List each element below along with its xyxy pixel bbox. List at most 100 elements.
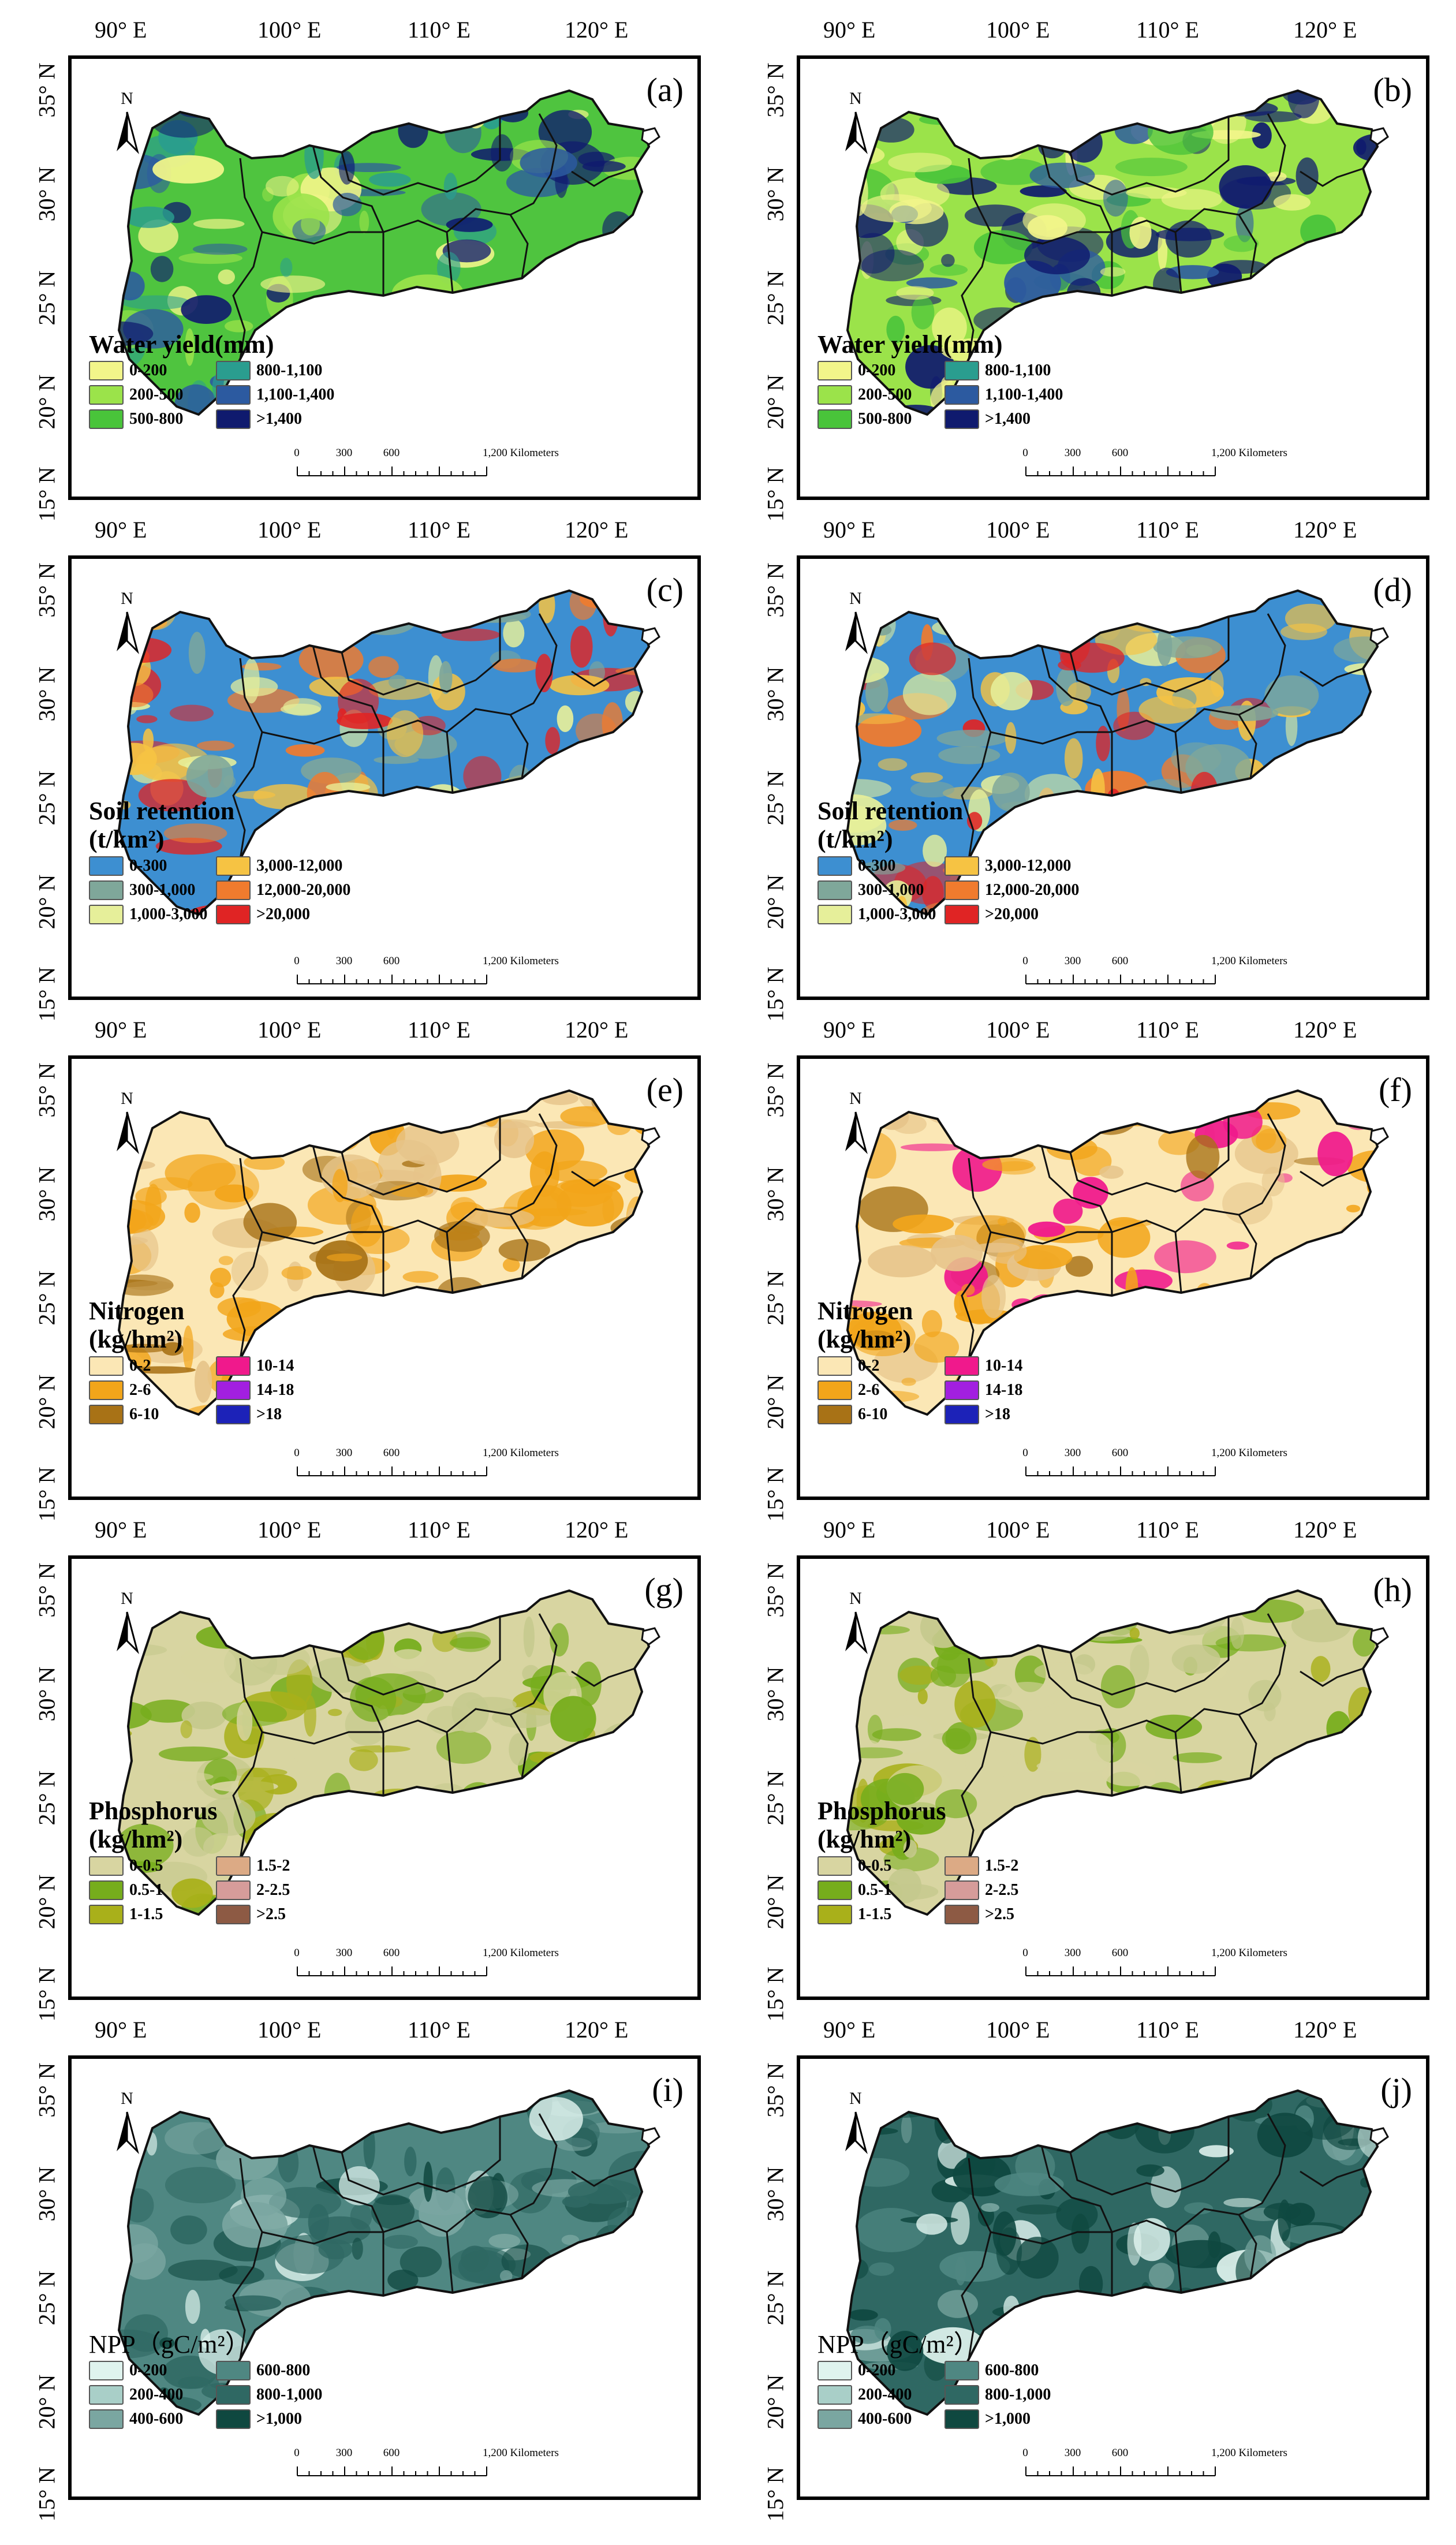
legend-item-label: 0-200 — [129, 361, 167, 380]
legend-item: 14-18 — [216, 1380, 360, 1400]
lake — [641, 127, 660, 145]
basin-map-j — [846, 2089, 1389, 2416]
longitude-tick: 110° E — [408, 1017, 471, 1043]
scale-label: 0 — [294, 2447, 300, 2459]
legend-item: 0-0.5 — [89, 1856, 210, 1876]
legend-items: 0-200 800-1,100 200-500 1,100-1,400 500-800 >… — [89, 361, 360, 430]
north-arrow: N — [110, 2088, 144, 2174]
province-boundary — [1175, 2113, 1286, 2233]
scale-bar-graphic — [297, 1966, 487, 1976]
scale-label: 600 — [383, 447, 400, 459]
scale-label: 600 — [383, 1447, 400, 1459]
scale-bar: 0 300 600 1,200 Kilometers — [1022, 1947, 1287, 1981]
legend-item-label: 14-18 — [256, 1380, 294, 1399]
scale-bar-graphic — [297, 467, 487, 476]
legend-swatch — [817, 856, 852, 876]
province-boundary — [1069, 1617, 1230, 1696]
province-boundary — [1111, 1219, 1182, 1293]
province-boundary — [1238, 2214, 1257, 2279]
latitude-tick: 30° N — [33, 1166, 60, 1222]
latitude-tick: 15° N — [33, 1466, 60, 1522]
province-boundary — [1300, 2167, 1364, 2187]
longitude-tick: 120° E — [1293, 17, 1357, 43]
legend-item-label: >18 — [256, 1405, 282, 1423]
latitude-tick: 15° N — [33, 2466, 60, 2522]
scale-label: 0 — [294, 447, 300, 459]
lake — [641, 2127, 660, 2145]
basin-map-b — [846, 89, 1389, 416]
province-boundary — [1175, 113, 1286, 233]
lake — [1369, 627, 1389, 645]
north-label: N — [849, 2089, 862, 2108]
latitude-tick: 30° N — [762, 666, 789, 722]
legend-item-label: 0-2 — [858, 1356, 880, 1375]
scale-label: 300 — [335, 1447, 353, 1459]
province-boundary — [1040, 2145, 1113, 2296]
legend-swatch — [216, 904, 251, 924]
longitude-tick: 100° E — [257, 2017, 322, 2043]
province-boundary — [1040, 145, 1113, 296]
panel-label: (i) — [652, 2071, 684, 2109]
latitude-tick: 30° N — [762, 1666, 789, 1722]
legend-item: 800-1,100 — [944, 361, 1089, 381]
legend-swatch — [944, 409, 979, 430]
province-boundary — [990, 731, 1112, 745]
legend-item: 0.5-1 — [817, 1880, 939, 1900]
legend-swatch — [89, 1856, 124, 1876]
legend-item-label: 2-6 — [858, 1380, 880, 1399]
province-boundary — [1040, 1645, 1113, 1796]
scale-bar-graphic — [297, 975, 487, 984]
legend-item: 400-600 — [89, 2409, 210, 2430]
legend-swatch — [944, 1904, 979, 1924]
latitude-tick: 15° N — [762, 467, 789, 522]
legend-item-label: 2-6 — [129, 1380, 151, 1399]
province-boundary — [341, 1117, 501, 1196]
legend-item: 0-200 — [89, 2361, 210, 2381]
scale-bar: 0 300 600 1,200 Kilometers — [1022, 447, 1287, 482]
basin-outline — [846, 2089, 1379, 2416]
legend-title: Phosphorus — [817, 1797, 946, 1825]
legend: NPP（gC/m²） 0-200 600-800 200-400 800-1,000 40… — [89, 2330, 360, 2430]
province-boundary — [383, 1219, 454, 1293]
legend-item-label: 800-1,000 — [256, 2386, 323, 2404]
legend-item: 0-0.5 — [817, 1856, 939, 1876]
longitude-tick: 90° E — [823, 17, 876, 43]
legend-swatch — [89, 904, 124, 924]
province-boundary — [1111, 719, 1182, 793]
legend-item: >20,000 — [216, 904, 360, 924]
legend-item-label: 3,000-12,000 — [985, 856, 1072, 875]
scale-label: 1,200 Kilometers — [1211, 2447, 1287, 2459]
scale-label: 1,200 Kilometers — [483, 1447, 559, 1459]
legend-item: 6-10 — [89, 1404, 210, 1424]
longitude-tick: 90° E — [95, 517, 147, 543]
panel-label: (j) — [1380, 2071, 1412, 2109]
legend-swatch — [89, 1404, 124, 1424]
legend-swatch — [216, 2409, 251, 2430]
legend-item-label: 600-800 — [256, 2361, 311, 2380]
province-boundary — [509, 1714, 529, 1779]
legend: NPP（gC/m²） 0-200 600-800 200-400 800-1,000 40… — [817, 2330, 1089, 2430]
longitude-tick: 120° E — [1293, 517, 1357, 543]
scale-label: 300 — [335, 955, 353, 967]
north-arrow-icon: N — [845, 1589, 868, 1654]
longitude-tick: 100° E — [986, 517, 1050, 543]
panel-label: (g) — [644, 1571, 684, 1609]
latitude-tick: 35° N — [762, 1062, 789, 1118]
legend-item-label: 0-300 — [858, 856, 896, 875]
legend-swatch — [817, 361, 852, 381]
legend-item-label: 600-800 — [985, 2361, 1039, 2380]
legend-swatch — [944, 2409, 979, 2430]
legend-title: (kg/hm²) — [817, 1325, 912, 1354]
legend-title: Soil retention — [817, 797, 964, 825]
legend-swatch — [944, 1404, 979, 1424]
latitude-tick: 25° N — [33, 270, 60, 326]
legend-title: (t/km²) — [89, 825, 165, 854]
province-boundary — [1238, 214, 1257, 279]
scale-label: 1,200 Kilometers — [1211, 1947, 1287, 1959]
longitude-tick: 120° E — [1293, 1017, 1357, 1043]
legend-item: 800-1,000 — [216, 2385, 360, 2405]
latitude-tick: 25° N — [762, 1270, 789, 1326]
legend-item-label: 0-200 — [858, 2361, 896, 2380]
legend-items: 0-2 10-14 2-6 14-18 6-10 >18 — [89, 1356, 360, 1424]
latitude-tick: 30° N — [762, 166, 789, 222]
